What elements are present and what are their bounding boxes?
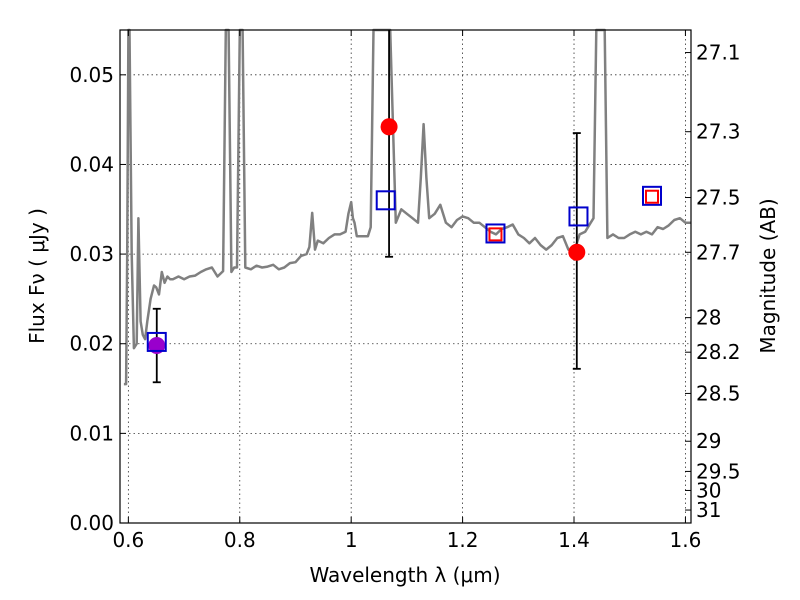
model-small-square-marker [645, 189, 660, 204]
right-tick-label: 28 [696, 306, 721, 330]
right-tick-label: 28.2 [696, 340, 741, 364]
axis-ticks: 0.6 0.8 1 1.2 1.4 1.6 0.00 0.01 0.02 0.03 0.04 0.05… [69, 30, 741, 552]
right-tick-label: 30 [696, 478, 721, 502]
plot-frame [119, 29, 692, 524]
x-tick-label: 0.6 [112, 528, 144, 552]
y-tick-label: 0.02 [69, 332, 114, 356]
data-point-circle [380, 118, 398, 136]
model-square-marker [375, 190, 396, 211]
y-tick-label: 0.04 [69, 152, 114, 176]
model-square-marker [146, 331, 167, 352]
data-point-circle [568, 243, 586, 261]
y-tick-label: 0.05 [69, 63, 114, 87]
right-tick-label: 27.1 [696, 41, 741, 65]
y-axis-label: Flux Fν ( μJy ) [25, 208, 49, 344]
y-tick-label: 0.01 [69, 421, 114, 445]
right-tick-label: 31 [696, 498, 721, 522]
right-tick-label: 27.3 [696, 120, 741, 144]
y-tick-label: 0.00 [69, 511, 114, 535]
x-tick-label: 1.2 [447, 528, 479, 552]
y-tick-label: 0.03 [69, 242, 114, 266]
data-series [123, 28, 691, 386]
x-tick-label: 1.6 [670, 528, 702, 552]
spectrum-line [123, 28, 691, 386]
model-square-marker [642, 185, 663, 206]
right-tick-label: 29.5 [696, 459, 741, 483]
x-axis-label: Wavelength λ (μm) [309, 563, 500, 587]
x-tick-label: 0.8 [224, 528, 256, 552]
x-tick-label: 1 [345, 528, 358, 552]
x-tick-label: 1.4 [558, 528, 590, 552]
right-axis-label: Magnitude (AB) [756, 198, 780, 353]
model-small-square-marker [488, 227, 503, 242]
right-tick-label: 28.5 [696, 381, 741, 405]
model-square-marker [568, 206, 589, 227]
right-tick-label: 27.5 [696, 186, 741, 210]
model-square-marker [485, 223, 506, 244]
right-tick-label: 29 [696, 429, 721, 453]
right-tick-label: 27.7 [696, 240, 741, 264]
